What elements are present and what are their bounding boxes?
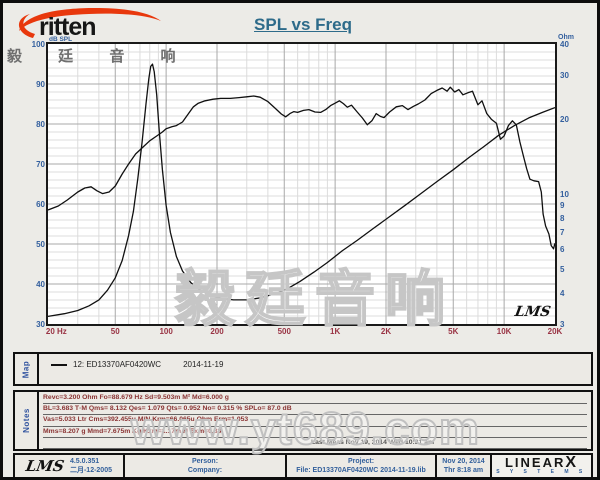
lms-footer-logo: LMS (24, 457, 66, 475)
y-left-tick-label: 30 (36, 320, 45, 329)
footer-version-cell: LMS 4.5.0.351 二月-12-2005 (13, 453, 125, 477)
map-legend-row: 12: ED13370AF0420WC 2014-11-19 (39, 354, 223, 384)
linearx-systems-text: S Y S T E M S (496, 469, 587, 475)
x-tick-label: 5K (448, 327, 459, 336)
legend-date: 2014-11-19 (183, 360, 224, 369)
map-panel: Map 12: ED13370AF0420WC 2014-11-19 (13, 352, 593, 386)
legend-text: 12: ED13370AF0420WC (73, 360, 162, 369)
legend-line-swatch (51, 364, 67, 366)
note-parameter-line: Revc=3.200 Ohm Fo=88.679 Hz Sd=9.503m M²… (43, 393, 587, 405)
chart-title: SPL vs Freq (254, 15, 352, 34)
x-tick-label: 100 (159, 327, 173, 336)
y-left-tick-label: 50 (36, 240, 45, 249)
y-left-tick-label: 90 (36, 80, 45, 89)
version-number: 4.5.0.351 (69, 458, 100, 465)
spl-curve (48, 86, 555, 250)
x-tick-label: 500 (277, 327, 291, 336)
y-right-tick-label: 30 (560, 71, 569, 81)
x-tick-label: 10K (496, 327, 512, 336)
x-tick-label: 1K (330, 327, 341, 336)
y-left-tick-label: 70 (36, 160, 45, 169)
y-left-axis-title: dB SPL (49, 36, 73, 43)
notes-panel-label: Notes (15, 392, 39, 449)
map-panel-label: Map (15, 354, 39, 384)
x-tick-label: 50 (110, 327, 120, 336)
impedance-curve (48, 63, 555, 318)
y-left-tick-label: 100 (31, 40, 45, 49)
y-left-tick-label: 60 (36, 200, 45, 209)
x-tick-label: 20 Hz (45, 327, 67, 336)
y-right-axis-title: Ohm (558, 34, 574, 41)
x-tick-label: 2K (380, 327, 392, 336)
y-right-tick-label: 6 (560, 245, 565, 255)
footer-person-cell: Person: Company: (123, 453, 287, 477)
brand-cjk-text: 毅 廷 音 响 (7, 48, 192, 65)
notes-lines: Revc=3.200 Ohm Fo=88.679 Hz Sd=9.503m M²… (39, 392, 591, 449)
y-right-tick-label: 3 (560, 320, 565, 329)
version-block: 4.5.0.351 二月-12-2005 (70, 457, 112, 475)
company-label: Company: (187, 467, 223, 474)
file-label: File: ED13370AF0420WC 2014-11-19.lib (296, 467, 426, 474)
y-left-tick-label: 40 (36, 280, 45, 289)
notes-panel: Notes Revc=3.200 Ohm Fo=88.679 Hz Sd=9.5… (13, 390, 593, 451)
note-parameter-line: Mms=8.207 g Mmd=7.675m Kg Kxm=1.17m H Ex… (43, 427, 587, 438)
y-right-tick-label: 7 (560, 228, 565, 238)
eritten-logo: ritten (9, 7, 169, 41)
y-left-tick-label: 80 (36, 120, 45, 129)
note-parameter-line: Vas=5.033 Ltr Cms=392.455u M/N Krm=66.06… (43, 415, 587, 427)
y-right-tick-label: 40 (560, 40, 569, 49)
y-right-tick-label: 4 (560, 288, 565, 298)
logo-text: ritten (39, 13, 96, 41)
plot-area (46, 42, 557, 326)
logo-swoosh-icon: ritten (18, 8, 161, 41)
version-date: 二月-12-2005 (69, 467, 112, 474)
linearx-logo: LINEARX S Y S T E M S (490, 453, 593, 477)
linearx-x: X (565, 454, 579, 471)
x-tick-label: 20K (547, 327, 563, 336)
footer-date: Nov 20, 2014 (442, 458, 485, 465)
chart-canvas (48, 44, 555, 324)
note-meas-line: Last Meas Nov 19, 2014 Wed 10:31 am (43, 438, 587, 449)
footer-date-cell: Nov 20, 2014 Thr 8:18 am (435, 453, 492, 477)
y-right-tick-label: 10 (560, 189, 569, 199)
note-parameter-line: BL=3.683 T·M Qms= 8.132 Qes= 1.079 Qts= … (43, 404, 587, 416)
y-right-tick-label: 20 (560, 114, 569, 124)
person-label: Person: (191, 458, 219, 465)
x-tick-label: 200 (210, 327, 224, 336)
project-label: Project: (347, 458, 375, 465)
linearx-wordmark: LINEARX (504, 454, 579, 471)
footer-time: Thr 8:18 am (443, 467, 484, 474)
y-right-tick-label: 9 (560, 201, 565, 211)
y-right-tick-label: 8 (560, 213, 565, 223)
y-right-tick-label: 5 (560, 264, 565, 274)
footer-project-cell: Project: File: ED13370AF0420WC 2014-11-1… (285, 453, 437, 477)
lms-chart-logo: LMS (513, 304, 552, 320)
